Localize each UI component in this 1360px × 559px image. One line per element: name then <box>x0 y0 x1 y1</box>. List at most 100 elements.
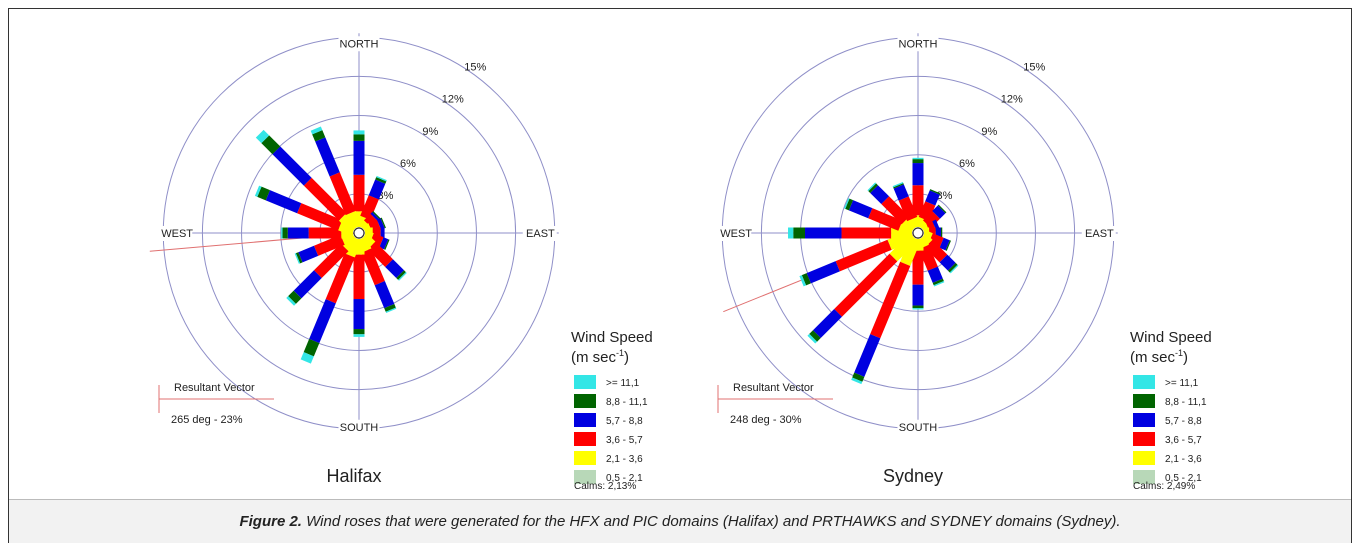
petal-segment <box>329 172 356 216</box>
petal-segment <box>912 159 924 164</box>
petal-segment <box>310 126 323 135</box>
petal-segment <box>898 196 918 222</box>
ring-label-12: 12% <box>442 94 464 106</box>
petal-segment <box>361 248 385 286</box>
legend-bin-label: 0,5 - 2,1 <box>1165 473 1202 484</box>
petal-segment <box>937 204 947 214</box>
legend-swatch <box>1133 413 1155 427</box>
petal-segment <box>870 185 890 205</box>
petal-segment <box>788 227 794 239</box>
legend-swatch <box>1133 375 1155 389</box>
figure-frame: 3% 6% 9% 12% 15% NORTH EAST SOUTH WEST Resultant … <box>8 8 1352 543</box>
petal-segment <box>379 237 389 250</box>
petal-segment <box>353 140 365 175</box>
petal-segment <box>376 175 387 182</box>
petal-segment <box>912 305 924 309</box>
petal-segment <box>900 236 921 266</box>
petal-segment <box>257 186 270 201</box>
petal-segment <box>933 281 945 287</box>
petal-segment <box>303 338 320 357</box>
direction-label-bg <box>338 36 380 52</box>
petal-segment <box>396 270 406 280</box>
petal-segment <box>353 329 365 335</box>
petal-segment <box>298 245 319 263</box>
petal-segment <box>288 290 302 304</box>
calm-circle <box>353 227 365 239</box>
petal-segment <box>286 296 296 306</box>
petal-segment <box>265 190 302 214</box>
petal-segment <box>932 278 944 286</box>
petal-segment <box>927 266 943 283</box>
petal-segment <box>940 227 943 239</box>
petal-segment <box>367 241 393 267</box>
petal-segment <box>325 253 355 304</box>
petal-segment <box>353 174 365 212</box>
ring-label-6: 6% <box>959 158 975 170</box>
direction-label-north: NORTH <box>340 38 379 50</box>
ring-label-15: 15% <box>464 62 486 74</box>
petal-segment <box>375 177 387 184</box>
legend-swatch <box>574 470 596 484</box>
petal-segment <box>295 252 303 264</box>
petal-segment <box>353 254 365 300</box>
petal-segment <box>300 352 314 364</box>
petal-segment <box>809 330 821 342</box>
petal-225 <box>807 233 918 344</box>
petal-segment <box>345 210 362 230</box>
legend-bin-label: 3,6 - 5,7 <box>606 435 643 446</box>
petal-segment <box>939 254 956 271</box>
petal-segment <box>812 309 842 339</box>
direction-label-bg <box>158 226 193 241</box>
resultant-value: 248 deg - 30% <box>730 414 802 426</box>
petal-segment <box>925 190 940 206</box>
legend-swatch <box>574 375 596 389</box>
direction-label-east: EAST <box>1085 228 1114 240</box>
petal-segment <box>912 250 924 285</box>
figure-label: Figure 2. <box>239 513 302 530</box>
petal-segment <box>892 181 904 188</box>
petal-segment <box>261 135 281 155</box>
legend-swatch <box>574 394 596 408</box>
petal-segment <box>881 196 910 225</box>
legend-swatch <box>1133 432 1155 446</box>
petal-segment <box>893 183 904 189</box>
legend-title: Wind Speed <box>571 329 653 346</box>
legend-bin-label: 0,5 - 2,1 <box>606 473 643 484</box>
petal-segment <box>309 299 336 344</box>
petal-segment <box>912 185 924 216</box>
ring-label-12: 12% <box>1001 94 1023 106</box>
petal-segment <box>374 281 395 309</box>
legend-unit: (m sec-1) <box>571 348 629 366</box>
petal-segment <box>293 270 322 299</box>
direction-label-bg <box>717 226 752 241</box>
petal-315 <box>255 129 359 233</box>
petal-segment <box>385 259 405 279</box>
petal-segment <box>835 239 892 272</box>
caption-text: Wind roses that were generated for the H… <box>301 513 1121 530</box>
legend-swatch <box>1133 451 1155 465</box>
petal-segment <box>255 129 270 144</box>
petal-segment <box>282 227 288 239</box>
rose-title: Sydney <box>883 466 943 486</box>
direction-label-bg <box>1081 226 1116 241</box>
petal-segment <box>870 261 911 339</box>
petal-segment <box>851 377 863 385</box>
direction-label-bg <box>897 419 939 435</box>
petal-segment <box>384 239 390 250</box>
petal-segment <box>315 137 340 177</box>
petal-202.5 <box>300 236 362 364</box>
petal-segment <box>380 227 385 239</box>
petal-segment <box>804 227 842 239</box>
petal-segment <box>398 272 407 281</box>
legend-title: Wind Speed <box>1130 329 1212 346</box>
petals <box>788 157 959 385</box>
direction-label-north: NORTH <box>899 38 938 50</box>
petal-segment <box>297 203 343 231</box>
petal-segment <box>834 253 898 317</box>
petal-segment <box>360 195 379 220</box>
petal-segment <box>844 198 850 209</box>
legend-bin-label: 2,1 - 3,6 <box>1165 454 1202 465</box>
direction-label-bg <box>338 419 380 435</box>
petal-segment <box>799 275 807 287</box>
petal-segment <box>793 227 805 239</box>
